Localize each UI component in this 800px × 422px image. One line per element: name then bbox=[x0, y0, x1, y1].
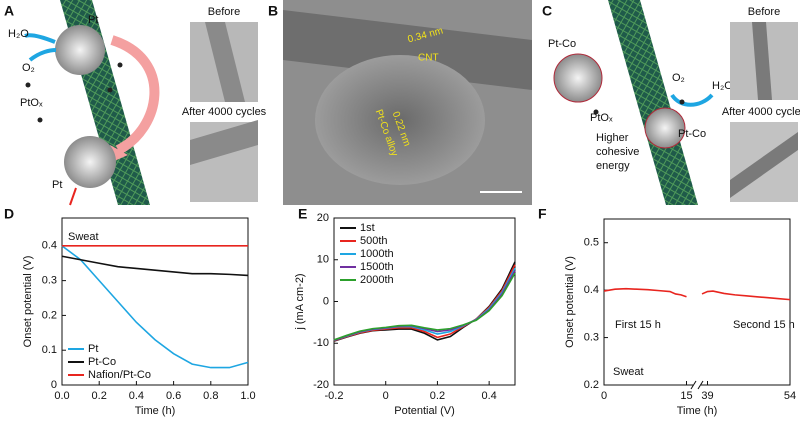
panel-label: A bbox=[4, 3, 14, 19]
label: cohesive bbox=[596, 146, 639, 158]
particle bbox=[315, 55, 485, 185]
x-tick-label: 0 bbox=[601, 390, 607, 402]
y-tick-label: 0.2 bbox=[42, 309, 57, 321]
arrow bbox=[28, 48, 57, 62]
ptco-particle bbox=[553, 53, 603, 103]
label: Pt bbox=[88, 14, 98, 26]
pt-particle bbox=[55, 25, 105, 75]
y-tick-label: 0.4 bbox=[42, 240, 57, 252]
arrow bbox=[24, 33, 56, 44]
label: O₂ bbox=[22, 62, 35, 74]
y-axis-label: Onset potential (V) bbox=[564, 256, 576, 348]
y-tick-label: -10 bbox=[313, 337, 329, 349]
y-tick-label: 0.3 bbox=[584, 331, 599, 343]
x-tick-label: 39 bbox=[701, 390, 713, 402]
annotation: Second 15 h bbox=[733, 319, 795, 331]
ptco-particle bbox=[644, 107, 686, 149]
series-line bbox=[333, 272, 516, 341]
annotation: Sweat bbox=[613, 366, 644, 378]
legend-label: 1000th bbox=[360, 248, 394, 260]
series-line bbox=[61, 245, 249, 369]
x-axis-label: Time (h) bbox=[677, 405, 718, 417]
annotation: CNT bbox=[418, 53, 439, 64]
axis-break bbox=[693, 381, 701, 389]
x-tick-label: 54 bbox=[784, 390, 796, 402]
y-tick-label: 0 bbox=[51, 379, 57, 391]
x-tick-label: 0 bbox=[383, 390, 389, 402]
panel-a: A H₂O Pt O₂ PtOₓ Pt Before After 4000 cy… bbox=[4, 0, 267, 206]
arrow bbox=[110, 35, 160, 155]
y-axis-label: j (mA cm-2) bbox=[294, 273, 306, 330]
axis-break bbox=[690, 380, 697, 390]
panel-label: B bbox=[268, 3, 278, 19]
label: PtOₓ bbox=[590, 112, 613, 124]
arrow bbox=[670, 93, 714, 107]
y-axis-label: Onset potential (V) bbox=[22, 256, 34, 348]
x-tick-label: 1.0 bbox=[240, 390, 255, 402]
series-line bbox=[61, 255, 249, 277]
label: After 4000 cycles bbox=[182, 106, 267, 118]
panel-label: E bbox=[298, 206, 307, 222]
panel-label: C bbox=[542, 3, 552, 19]
label: O₂ bbox=[672, 72, 685, 84]
label: After 4000 cycles bbox=[722, 106, 800, 118]
legend-label: Nafion/Pt-Co bbox=[88, 369, 151, 381]
series-line bbox=[603, 287, 687, 298]
label: Before bbox=[208, 6, 240, 18]
legend-label: 2000th bbox=[360, 274, 394, 286]
y-tick-label: -20 bbox=[313, 379, 329, 391]
legend-label: 1st bbox=[360, 222, 375, 234]
x-tick-label: 0.2 bbox=[92, 390, 107, 402]
axis-break bbox=[697, 380, 704, 390]
arrow bbox=[69, 187, 77, 206]
x-tick-label: 0.0 bbox=[54, 390, 69, 402]
annotation: First 15 h bbox=[615, 319, 661, 331]
x-tick-label: 15 bbox=[680, 390, 692, 402]
panel-label: D bbox=[4, 206, 14, 222]
label: energy bbox=[596, 160, 630, 172]
legend-label: Pt-Co bbox=[88, 356, 116, 368]
label: Higher bbox=[596, 132, 629, 144]
y-tick-label: 0.3 bbox=[42, 275, 57, 287]
y-tick-label: 20 bbox=[317, 212, 329, 224]
plot-frame bbox=[603, 218, 791, 386]
nanotube bbox=[608, 0, 698, 205]
legend-label: 500th bbox=[360, 235, 388, 247]
legend-label: 1500th bbox=[360, 261, 394, 273]
label: Pt-Co bbox=[678, 128, 706, 140]
y-tick-label: 0.5 bbox=[584, 237, 599, 249]
series-line bbox=[701, 290, 791, 301]
label: H₂O bbox=[712, 80, 733, 92]
x-axis-label: Time (h) bbox=[135, 405, 176, 417]
x-tick-label: 0.4 bbox=[481, 390, 496, 402]
x-axis-label: Potential (V) bbox=[394, 405, 455, 417]
legend-label: Pt bbox=[88, 343, 98, 355]
y-tick-label: 10 bbox=[317, 254, 329, 266]
panel-c: C Pt-Co PtOₓ O₂ H₂O Pt-Co Higher cohesiv… bbox=[542, 0, 800, 205]
y-tick-label: 0.4 bbox=[584, 284, 599, 296]
label: H₂O bbox=[8, 28, 29, 40]
x-tick-label: 0.2 bbox=[430, 390, 445, 402]
y-tick-label: 0.1 bbox=[42, 344, 57, 356]
label: Before bbox=[748, 6, 780, 18]
x-tick-label: -0.2 bbox=[325, 390, 344, 402]
x-tick-label: 0.8 bbox=[203, 390, 218, 402]
y-tick-label: 0.2 bbox=[584, 379, 599, 391]
panel-b: B 0.34 nm CNT 0.22 nm Pt-Co alloy bbox=[268, 0, 532, 205]
y-tick-label: 0 bbox=[323, 295, 329, 307]
label: Pt bbox=[52, 179, 62, 191]
label: PtOₓ bbox=[20, 97, 43, 109]
label: Pt-Co bbox=[548, 38, 576, 50]
x-tick-label: 0.6 bbox=[166, 390, 181, 402]
plot-frame bbox=[61, 217, 249, 386]
panel-label: F bbox=[538, 206, 547, 222]
annotation: Sweat bbox=[68, 231, 99, 243]
x-tick-label: 0.4 bbox=[129, 390, 144, 402]
pt-particle bbox=[64, 136, 116, 188]
